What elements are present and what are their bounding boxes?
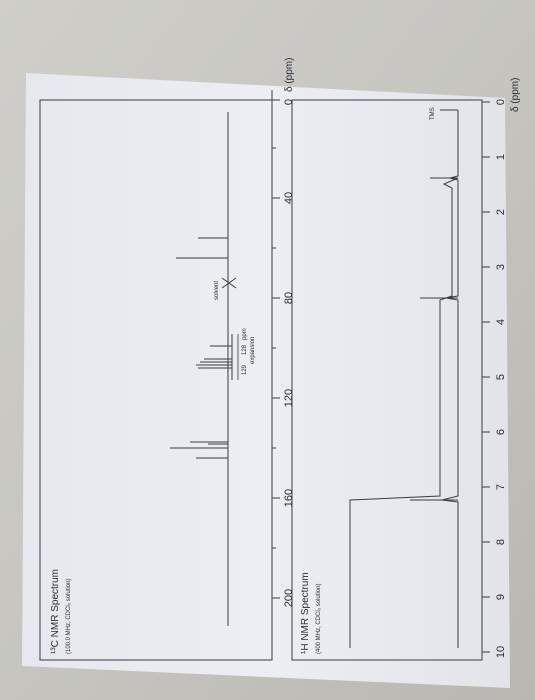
h1-title: ¹H NMR Spectrum <box>300 572 311 654</box>
h1-tick-label: 2 <box>495 209 507 215</box>
h1-tick-label: 8 <box>495 539 507 545</box>
c13-title: ¹³C NMR Spectrum <box>50 569 61 654</box>
h1-tick-label: 5 <box>495 374 507 380</box>
h1-tick-label: 0 <box>495 99 507 105</box>
expansion-tick-label: 128 <box>242 344 248 355</box>
h1-tick-label: 10 <box>495 646 507 658</box>
c13-conditions: (100.0 MHz, CDCl₃ solution) <box>66 579 72 654</box>
expansion-label: expansion <box>250 337 256 364</box>
expansion-tick-label: 129 <box>242 364 248 375</box>
h1-tick-label: 1 <box>495 154 507 160</box>
spectra-group: 200 160 120 80 40 0 δ (ppm) ¹³C NMR Spec… <box>39 58 521 661</box>
h1-spectrum: 10 9 8 7 6 5 4 3 2 1 0 δ (ppm) ¹H NMR Sp… <box>291 78 521 661</box>
c13-solvent-mark <box>221 277 237 289</box>
c13-tick-label: 0 <box>283 99 295 105</box>
h1-tms-label: TMS <box>430 107 436 120</box>
c13-solvent-label: solvent <box>214 281 220 300</box>
h1-axis-label: δ (ppm) <box>510 78 521 112</box>
h1-tick-label: 6 <box>495 429 507 435</box>
h1-tick-label: 4 <box>495 319 507 325</box>
c13-tick-label: 160 <box>283 489 295 507</box>
c13-expansion-inset: 129 128 ppm expansion <box>196 328 256 380</box>
h1-tick-label: 9 <box>495 594 507 600</box>
h1-conditions: (400 MHz, CDCl₃ solution) <box>316 584 322 654</box>
h1-tick-label: 7 <box>495 484 507 490</box>
expansion-tick-label: ppm <box>242 328 248 340</box>
c13-tick-label: 200 <box>283 589 295 607</box>
paper-sheet <box>22 73 510 688</box>
h1-tick-label: 3 <box>495 264 507 270</box>
c13-tick-label: 120 <box>283 389 295 407</box>
c13-axis-label: δ (ppm) <box>284 58 295 92</box>
c13-tick-label: 40 <box>283 192 295 204</box>
c13-tick-label: 80 <box>283 292 295 304</box>
h1-integral <box>349 177 459 648</box>
